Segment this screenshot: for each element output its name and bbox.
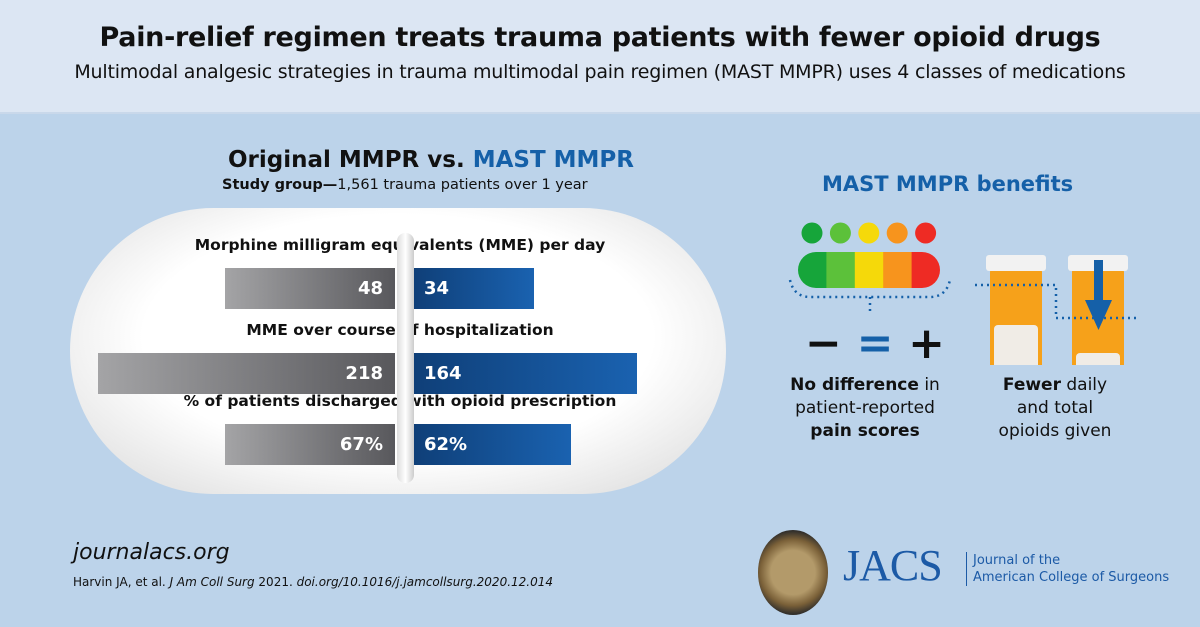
caption-text: and total (1016, 398, 1094, 418)
caption-text: in (918, 375, 940, 395)
caption-bold: pain scores (810, 421, 920, 441)
pain-scale-segment (911, 252, 940, 288)
page-title: Pain-relief regimen treats trauma patien… (99, 22, 1101, 53)
title-part-original: Original MMPR vs. (228, 147, 465, 173)
dotted-connector (788, 279, 952, 315)
bar-original-mmpr: 48 (225, 268, 395, 309)
center-divider (397, 233, 414, 483)
pain-scale-segment (826, 252, 856, 288)
chart-title: Original MMPR vs. MAST MMPR (228, 147, 634, 173)
bar-original-mmpr: 218 (98, 353, 395, 394)
arrow-down-icon (1085, 260, 1112, 330)
logo-sub-line: American College of Surgeons (973, 570, 1170, 585)
chart-subtitle: Study group—1,561 trauma patients over 1… (222, 177, 588, 193)
acs-seal-logo (758, 530, 828, 615)
jacs-logo-subtitle: Journal of the American College of Surgeo… (966, 552, 1169, 586)
pain-scale-segment (883, 252, 913, 288)
header: Pain-relief regimen treats trauma patien… (0, 0, 1200, 114)
pain-scale-segment (854, 252, 884, 288)
bar-original-mmpr: 67% (225, 424, 395, 465)
subtitle-bold: Study group— (222, 177, 338, 193)
very-sad-face-icon (915, 222, 937, 244)
subtitle-rest: 1,561 trauma patients over 1 year (337, 177, 588, 193)
happy-face-icon (829, 222, 851, 244)
citation: Harvin JA, et al. J Am Coll Surg 2021. d… (73, 575, 553, 589)
bar-mast-mmpr: 62% (414, 424, 572, 465)
pill-bottle-original (986, 255, 1046, 365)
caption-text: opioids given (998, 421, 1112, 441)
plus-icon: + (908, 318, 945, 369)
minus-icon: − (805, 318, 842, 369)
citation-authors: Harvin JA, et al. (73, 575, 170, 589)
caption-text: daily (1060, 375, 1108, 395)
title-part-mast: MAST MMPR (472, 147, 634, 173)
caption-text: patient-reported (795, 398, 935, 418)
citation-journal: J Am Coll Surg (169, 575, 255, 589)
sad-face-icon (886, 222, 908, 244)
bar-mast-mmpr: 34 (414, 268, 535, 309)
page-subtitle: Multimodal analgesic strategies in traum… (74, 61, 1126, 83)
pain-caption: No difference in patient-reported pain s… (790, 374, 940, 443)
benefits-title: MAST MMPR benefits (822, 172, 1074, 196)
data-label: 48 (357, 278, 383, 299)
citation-year: 2021. (254, 575, 297, 589)
data-label: 164 (424, 363, 462, 384)
equals-icon: = (856, 318, 894, 369)
benefits-illustration (788, 222, 1140, 365)
pain-scale-segment (798, 252, 827, 288)
pain-scale-bar (798, 252, 940, 288)
data-label: 34 (424, 278, 450, 299)
pain-faces (801, 222, 937, 244)
data-label: 67% (339, 434, 383, 455)
neutral-face-icon (858, 222, 880, 244)
data-label: 218 (345, 363, 383, 384)
journal-url[interactable]: journalacs.org (73, 540, 230, 565)
bar-mast-mmpr: 164 (414, 353, 638, 394)
caption-bold: Fewer (1002, 375, 1061, 395)
data-label: 62% (424, 434, 468, 455)
comparison-symbols: − = + (805, 318, 945, 369)
logo-sub-line: Journal of the (973, 553, 1061, 568)
jacs-logo: JACS (843, 541, 943, 590)
very-happy-face-icon (801, 222, 823, 244)
citation-doi[interactable]: doi.org/10.1016/j.jamcollsurg.2020.12.01… (296, 575, 553, 589)
caption-bold: No difference (790, 375, 919, 395)
opioid-caption: Fewer daily and total opioids given (980, 374, 1130, 443)
